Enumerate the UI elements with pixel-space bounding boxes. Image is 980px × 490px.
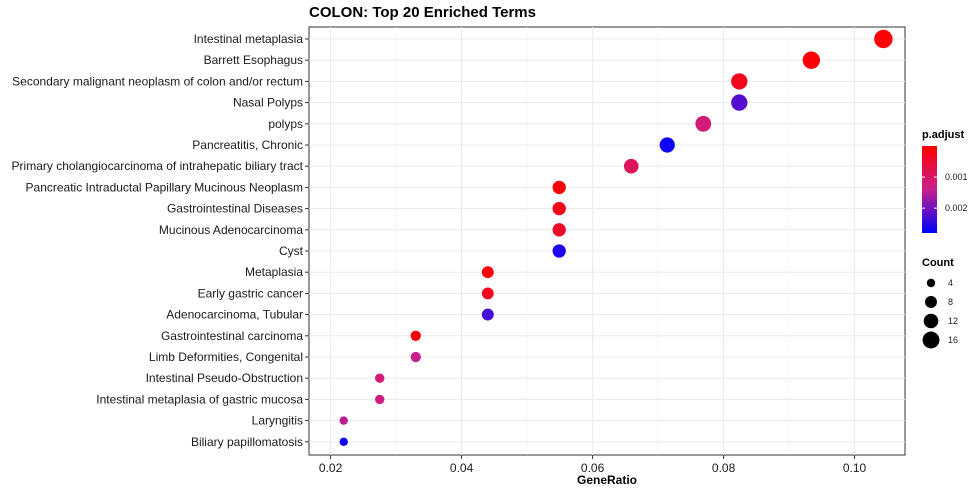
y-tick-label: Laryngitis — [252, 414, 303, 428]
x-tick-label: 0.06 — [581, 461, 605, 475]
y-tick-label: Intestinal metaplasia of gastric mucosa — [96, 392, 303, 406]
data-point — [802, 51, 821, 69]
size-legend-label: 12 — [948, 316, 958, 326]
y-tick-label: Early gastric cancer — [198, 286, 303, 300]
y-tick-label: Secondary malignant neoplasm of colon an… — [12, 74, 303, 88]
y-tick-label: Barrett Esophagus — [204, 53, 303, 67]
data-point — [552, 223, 566, 237]
y-tick-label: Nasal Polyps — [233, 96, 303, 110]
data-point — [552, 244, 566, 258]
data-point — [552, 201, 566, 216]
size-legend-dot — [925, 296, 937, 308]
data-point — [659, 137, 675, 153]
y-tick-label: Gastrointestinal carcinoma — [161, 329, 303, 343]
data-point — [874, 29, 893, 49]
data-point — [339, 437, 348, 446]
y-tick-label: Metaplasia — [245, 265, 303, 279]
data-points — [339, 29, 893, 446]
data-point — [481, 287, 494, 300]
y-axis-labels: Intestinal metaplasia Barrett Esophagus Se… — [12, 32, 309, 449]
y-tick-label: Biliary papillomatosis — [191, 435, 303, 449]
x-tick-label: 0.02 — [319, 461, 343, 475]
plot-panel — [308, 26, 906, 456]
color-legend-label: 0.002 — [945, 203, 968, 213]
color-legend-title: p.adjust — [922, 129, 965, 141]
size-legend-dot — [923, 313, 939, 329]
y-tick-label: Adenocarcinoma, Tubular — [166, 308, 303, 322]
size-legend: Count 4 8 12 16 — [922, 257, 958, 349]
data-point — [731, 73, 748, 90]
size-legend-title: Count — [922, 257, 954, 269]
y-tick-label: polyps — [268, 117, 303, 131]
y-tick-label: Pancreatic Intraductal Papillary Mucinou… — [26, 180, 303, 194]
x-axis-title: GeneRatio — [577, 473, 637, 487]
size-legend-label: 4 — [948, 278, 953, 288]
data-point — [481, 308, 494, 321]
color-legend-label: 0.001 — [945, 172, 968, 182]
color-legend: p.adjust 0.001 0.002 — [922, 129, 968, 233]
data-point — [410, 330, 421, 341]
y-tick-label: Pancreatitis, Chronic — [192, 138, 303, 152]
y-tick-label: Intestinal metaplasia — [194, 32, 304, 46]
data-point — [375, 373, 385, 383]
y-tick-label: Cyst — [279, 244, 304, 258]
size-legend-items: 4 8 12 16 — [922, 278, 958, 349]
color-legend-bar — [922, 146, 937, 233]
size-legend-dot — [926, 278, 936, 288]
x-axis-labels: 0.02 0.04 0.06 0.08 0.10 — [319, 455, 867, 475]
data-point — [375, 394, 385, 405]
data-point — [481, 266, 494, 279]
x-tick-label: 0.04 — [450, 461, 474, 475]
data-point — [623, 158, 639, 174]
y-tick-label: Limb Deformities, Congenital — [149, 350, 303, 364]
data-point — [731, 94, 748, 111]
size-legend-label: 16 — [948, 335, 958, 345]
data-point — [695, 115, 712, 132]
size-legend-dot — [922, 331, 940, 349]
data-point — [410, 351, 421, 363]
grid-lines — [309, 27, 905, 455]
y-tick-label: Primary cholangiocarcinoma of intrahepat… — [12, 159, 304, 173]
y-tick-label: Gastrointestinal Diseases — [167, 202, 303, 216]
data-point — [552, 180, 566, 195]
y-tick-label: Intestinal Pseudo-Obstruction — [146, 371, 303, 385]
chart-title: COLON: Top 20 Enriched Terms — [309, 4, 536, 21]
color-legend-ticks: 0.001 0.002 — [922, 172, 968, 213]
data-point — [339, 416, 348, 425]
x-tick-label: 0.10 — [843, 461, 867, 475]
x-tick-label: 0.08 — [712, 461, 736, 475]
y-tick-label: Mucinous Adenocarcinoma — [159, 223, 303, 237]
size-legend-label: 8 — [948, 297, 953, 307]
